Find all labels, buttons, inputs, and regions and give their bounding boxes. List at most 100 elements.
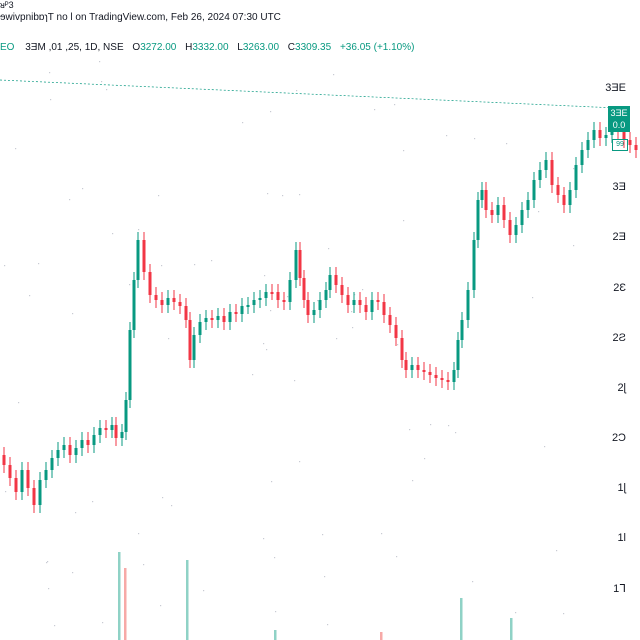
grid-dot — [446, 135, 448, 137]
candle-body — [86, 440, 90, 445]
grid-dot — [556, 550, 558, 552]
chart-caption: ɘwivpnibɒɿT no l on TradingView.com, Feb… — [0, 12, 281, 23]
candle-body — [80, 440, 84, 448]
grid-dot — [72, 572, 74, 574]
volume-bar — [118, 552, 121, 640]
candle-body — [340, 285, 344, 295]
open-key: O — [132, 42, 141, 53]
candle-body — [222, 316, 226, 322]
candle-body — [388, 315, 392, 325]
candle-body — [160, 300, 164, 305]
candle-body — [328, 275, 332, 290]
candle-body — [428, 372, 432, 375]
candle-body — [532, 180, 536, 200]
candle-body — [50, 458, 54, 470]
candle-body — [610, 130, 614, 135]
candle-body — [502, 205, 506, 220]
candle-body — [110, 425, 114, 430]
grid-dot — [474, 138, 476, 140]
candle-body — [446, 380, 450, 382]
candle-body — [634, 145, 638, 150]
low-value: 3263.00 — [242, 42, 280, 53]
grid-dot — [101, 81, 103, 83]
candle-body — [98, 428, 102, 435]
grid-dot — [160, 605, 162, 607]
volume-bar — [380, 632, 383, 640]
candle-body — [282, 300, 286, 302]
candle-body — [544, 160, 548, 170]
candle-body — [622, 132, 626, 140]
candle-body — [14, 478, 18, 492]
grid-dot — [324, 576, 326, 578]
last-price-line2: 0.0 — [612, 120, 626, 130]
grid-dot — [515, 612, 517, 614]
candle-body — [172, 298, 176, 302]
volume-bar — [460, 598, 463, 640]
candle-body — [434, 375, 438, 378]
grid-dot — [430, 424, 432, 426]
close-key: C — [287, 42, 296, 53]
candle-body — [184, 306, 188, 320]
candle-body — [456, 340, 460, 370]
candle-body — [568, 190, 572, 205]
grid-dot — [242, 122, 244, 124]
candle-body — [166, 298, 170, 305]
price-axis-label: 2Ɔ — [611, 432, 626, 444]
candle-body — [370, 300, 374, 312]
candle-body — [440, 378, 444, 380]
open-value: 3272.00 — [140, 42, 177, 53]
grid-dot — [211, 260, 213, 262]
price-axis-label: 2Ɛ — [613, 282, 626, 294]
grid-dot — [271, 481, 273, 483]
candle-body — [8, 465, 12, 478]
candle-body — [358, 300, 362, 305]
candle-body — [574, 165, 578, 190]
grid-dot — [15, 148, 17, 150]
candle-body — [484, 190, 488, 210]
candle-body — [276, 292, 280, 300]
candle-body — [62, 445, 66, 450]
candle-body — [538, 170, 542, 180]
candle-body — [376, 300, 380, 302]
grid-dot — [4, 265, 6, 267]
candle-body — [114, 425, 118, 438]
grid-dot — [138, 229, 140, 231]
grid-dot — [328, 248, 330, 250]
volume-bar — [124, 568, 127, 640]
candle-body — [2, 455, 6, 465]
grid-dot — [263, 538, 265, 540]
grid-dot — [143, 564, 145, 566]
grid-dot — [299, 461, 301, 463]
candle-body — [404, 360, 408, 370]
candle-body — [246, 305, 250, 307]
candle-body — [364, 305, 368, 312]
grid-dot — [397, 344, 399, 346]
grid-dot — [102, 622, 104, 624]
candle-body — [302, 278, 306, 300]
candle-body — [324, 290, 328, 300]
grid-dot — [5, 491, 7, 493]
grid-dot — [403, 150, 405, 152]
candle-body — [294, 250, 298, 280]
grid-dot — [294, 380, 296, 382]
grid-dot — [409, 429, 411, 431]
grid-dot — [54, 625, 56, 627]
grid-dot — [75, 512, 77, 514]
grid-dot — [424, 458, 426, 460]
candle-body — [306, 300, 310, 315]
candle-body — [120, 432, 124, 438]
grid-dot — [282, 195, 284, 197]
grid-dot — [296, 90, 298, 92]
grid-dot — [49, 72, 51, 74]
candle-body — [234, 312, 238, 314]
grid-dot — [47, 561, 49, 563]
candle-body — [132, 280, 136, 330]
grid-dot — [573, 168, 575, 170]
low-key: L — [237, 42, 243, 53]
candle-body — [422, 370, 426, 372]
candle-body — [92, 435, 96, 445]
candle-body — [312, 310, 316, 315]
grid-dot — [352, 327, 354, 329]
candle-body — [56, 450, 60, 458]
